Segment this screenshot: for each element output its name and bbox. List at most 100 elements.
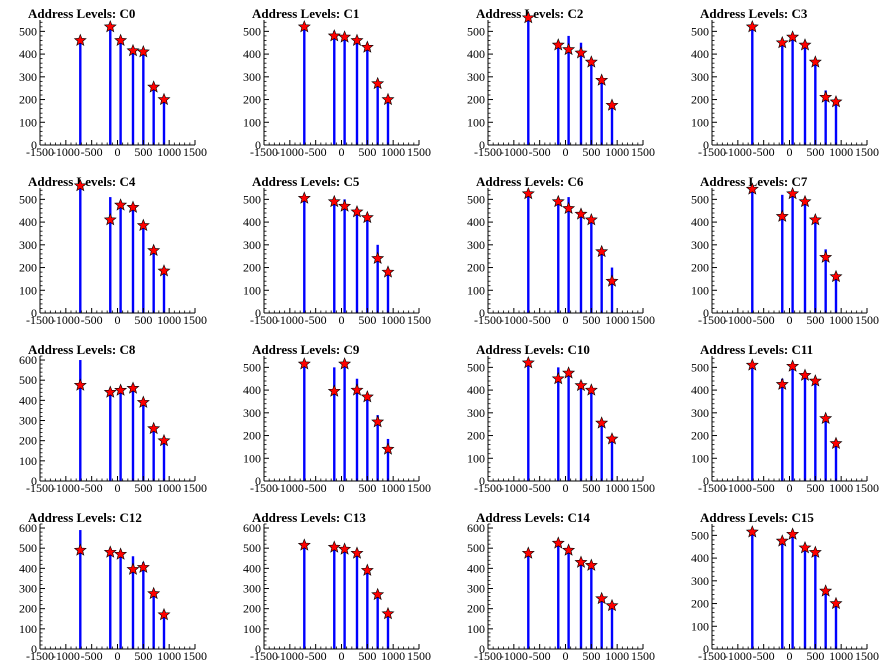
bar	[590, 564, 593, 649]
bar	[557, 367, 560, 481]
bar	[343, 546, 346, 649]
bar	[376, 592, 379, 649]
star-marker	[126, 200, 140, 213]
x-tick-label: -500	[305, 649, 327, 663]
y-tick-label: 400	[691, 47, 709, 61]
bar	[590, 60, 593, 145]
x-tick-label: 1500	[631, 481, 655, 495]
chart-svg: Address Levels: C30100200300400500-1500-…	[691, 6, 879, 159]
bar	[109, 197, 112, 313]
bar	[567, 548, 570, 649]
bar	[557, 542, 560, 649]
x-tick-label: -1000	[500, 481, 528, 495]
star-marker	[595, 416, 609, 429]
x-tick-label: 1500	[855, 481, 879, 495]
bar	[803, 199, 807, 313]
x-tick-label: 1500	[407, 481, 431, 495]
chart-panel: Address Levels: C7 0 100 200 300 400 500 -1500-…	[672, 168, 896, 336]
chart-panel: Address Levels: C1 0 100 200 300 400 500 -1500-…	[224, 0, 448, 168]
y-tick-label: 0	[31, 642, 37, 656]
y-tick-label: 400	[467, 383, 485, 397]
star-marker	[829, 436, 843, 450]
x-tick-label: -1500	[250, 481, 278, 495]
chart-svg: Address Levels: C00100200300400500-1500-…	[19, 6, 207, 159]
star-marker	[381, 265, 395, 278]
star-marker	[350, 205, 364, 218]
x-tick-label: 0	[115, 313, 121, 327]
star-marker	[136, 560, 150, 573]
x-tick-label: -500	[753, 481, 775, 495]
x-tick-label: 1000	[381, 145, 405, 159]
y-tick-label: 400	[243, 47, 261, 61]
star-marker	[584, 212, 598, 226]
bar	[791, 367, 794, 481]
y-tick-label: 200	[691, 93, 709, 107]
x-tick-label: 0	[787, 313, 793, 327]
y-tick-label: 600	[467, 521, 485, 535]
y-tick-label: 300	[467, 582, 485, 596]
y-tick-label: 400	[243, 215, 261, 229]
y-tick-label: 200	[19, 93, 37, 107]
x-tick-label: 1000	[829, 145, 853, 159]
x-tick-label: 500	[134, 649, 152, 663]
y-tick-label: 500	[243, 24, 261, 38]
bar	[824, 417, 827, 481]
bar	[579, 381, 583, 481]
bar	[834, 442, 838, 481]
x-tick-label: -1000	[724, 649, 752, 663]
chart-svg: Address Levels: C15 0 100 200 300 400 500 -1500…	[691, 510, 879, 663]
y-tick-label: 300	[19, 70, 37, 84]
x-tick-label: 1000	[157, 481, 181, 495]
bar	[162, 610, 166, 649]
y-tick-label: 200	[19, 261, 37, 275]
y-tick-label: 500	[467, 192, 485, 206]
star-marker	[829, 95, 843, 108]
star-marker	[819, 584, 833, 597]
bar	[527, 552, 530, 649]
x-tick-label: -1000	[52, 145, 80, 159]
y-tick-label: 500	[19, 373, 37, 387]
y-tick-label: 100	[691, 619, 709, 633]
star-marker	[798, 38, 812, 51]
x-tick-label: 0	[563, 313, 569, 327]
x-tick-label: -1000	[276, 145, 304, 159]
bar	[834, 101, 838, 145]
y-tick-label: 500	[467, 360, 485, 374]
bar	[567, 371, 570, 481]
y-tick-label: 100	[467, 283, 485, 297]
x-tick-label: -1500	[474, 649, 502, 663]
bar	[303, 362, 306, 481]
chart-title: Address Levels: C12	[28, 510, 142, 525]
y-tick-label: 300	[19, 582, 37, 596]
y-tick-label: 300	[691, 574, 709, 588]
star-marker	[808, 545, 822, 558]
y-tick-label: 0	[255, 306, 261, 320]
y-tick-label: 400	[467, 47, 485, 61]
star-marker	[103, 385, 117, 398]
y-tick-label: 300	[467, 406, 485, 420]
star-marker	[360, 40, 374, 53]
bar	[152, 428, 155, 481]
bar	[142, 226, 145, 313]
chart-svg: Address Levels: C10100200300400500-1500-…	[243, 6, 431, 159]
x-tick-label: -1500	[698, 313, 726, 327]
star-marker	[350, 546, 364, 559]
bar	[355, 554, 359, 649]
y-tick-label: 0	[255, 474, 261, 488]
star-marker	[798, 541, 812, 554]
chart-title: Address Levels: C9	[252, 342, 360, 357]
star-marker	[775, 377, 789, 390]
chart-title: Address Levels: C15	[700, 510, 814, 525]
star-marker	[574, 46, 588, 59]
chart-svg: Address Levels: C60100200300400500-1500-…	[467, 174, 655, 327]
star-marker	[808, 212, 822, 226]
y-tick-label: 200	[243, 602, 261, 616]
bar	[376, 244, 379, 313]
y-tick-label: 200	[243, 429, 261, 443]
x-tick-label: 0	[115, 145, 121, 159]
bar	[781, 539, 784, 649]
x-tick-label: -1500	[26, 145, 54, 159]
star-marker	[595, 73, 609, 86]
x-tick-label: -500	[529, 649, 551, 663]
y-tick-label: 400	[467, 215, 485, 229]
